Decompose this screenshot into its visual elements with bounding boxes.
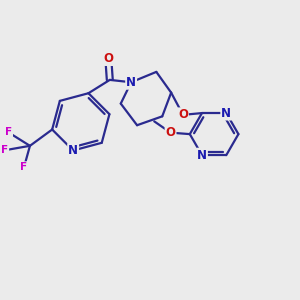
Text: N: N xyxy=(197,149,207,162)
Text: N: N xyxy=(126,76,136,89)
Text: N: N xyxy=(221,106,231,120)
Text: N: N xyxy=(68,144,78,157)
Text: F: F xyxy=(1,145,8,155)
Text: F: F xyxy=(5,128,12,137)
Text: F: F xyxy=(20,162,28,172)
Text: O: O xyxy=(178,108,188,122)
Text: O: O xyxy=(103,52,113,65)
Text: O: O xyxy=(166,126,176,139)
